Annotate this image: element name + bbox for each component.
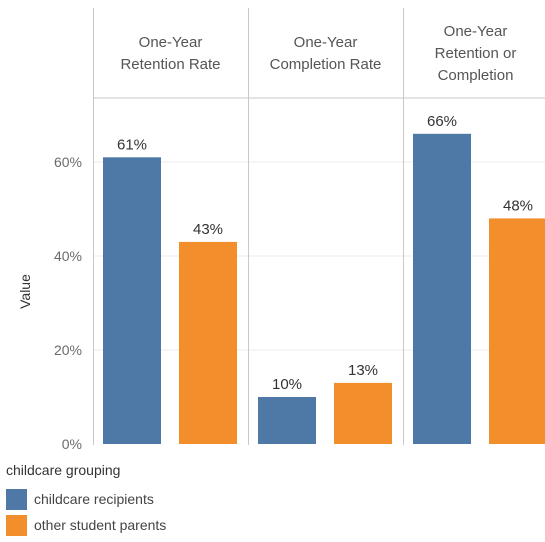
data-label: 10%	[272, 376, 302, 393]
y-tick-label: 0%	[62, 436, 82, 452]
bar	[258, 397, 316, 444]
panel-header-line: One-Year	[444, 23, 508, 40]
legend-swatch	[6, 514, 27, 536]
y-tick-label: 20%	[54, 342, 82, 358]
data-label: 43%	[193, 221, 223, 238]
bar	[179, 241, 237, 444]
panel-header-line: Completion Rate	[270, 56, 382, 73]
panel-header-line: Retention Rate	[120, 56, 220, 73]
panel-header-line: One-Year	[139, 34, 203, 51]
legend-label: other student parents	[34, 517, 167, 533]
data-label: 66%	[427, 113, 457, 130]
legend-label: childcare recipients	[34, 491, 154, 507]
y-tick-label: 40%	[54, 248, 82, 264]
y-axis-label: Value	[17, 274, 33, 309]
legend: childcare grouping childcare recipients …	[6, 462, 166, 538]
legend-title: childcare grouping	[6, 462, 121, 478]
data-label: 13%	[348, 362, 378, 379]
legend-item-childcare-recipients[interactable]: childcare recipients	[6, 486, 166, 512]
panel-header-line: One-Year	[294, 34, 358, 51]
panel-header-line: Completion	[438, 67, 514, 84]
y-tick-label: 60%	[54, 154, 82, 170]
data-label: 61%	[117, 136, 147, 153]
panel-header-line: Retention or	[435, 45, 517, 62]
bar	[413, 133, 471, 445]
faceted-bar-chart: 0% 20% 40% 60% Value One-Year Retention Rate 61…	[17, 8, 545, 452]
bar	[489, 218, 545, 444]
legend-item-other-student-parents[interactable]: other student parents	[6, 512, 166, 538]
bar	[334, 382, 392, 444]
bar	[103, 157, 161, 445]
data-label: 48%	[503, 197, 533, 214]
legend-swatch	[6, 488, 27, 510]
